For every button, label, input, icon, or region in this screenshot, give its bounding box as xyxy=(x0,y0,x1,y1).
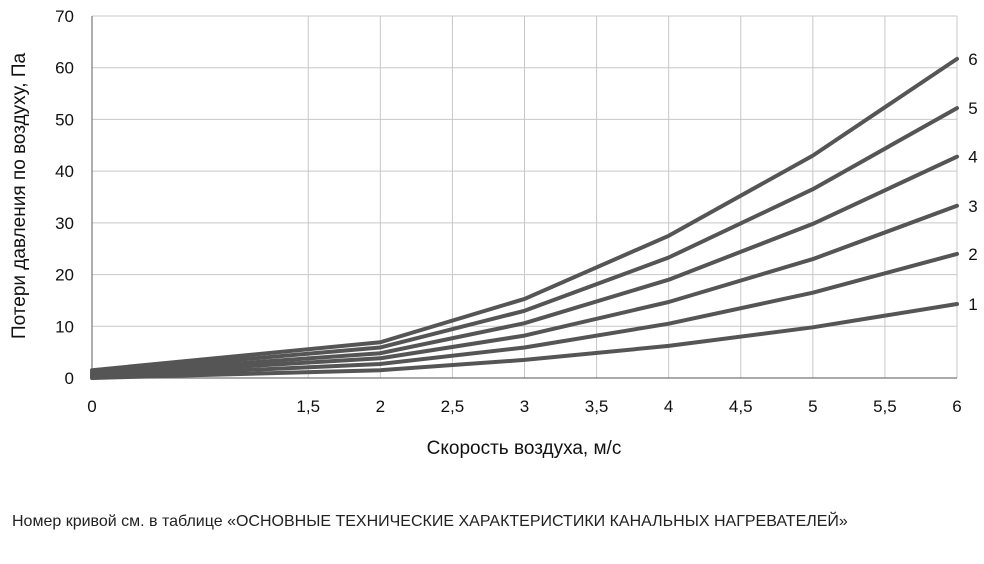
y-tick-label: 30 xyxy=(55,214,74,233)
curve-labels: 1 2 3 4 5 6 xyxy=(968,50,977,314)
series-line-4 xyxy=(90,154,959,376)
series-lines xyxy=(90,56,959,380)
series-line-6 xyxy=(90,56,959,373)
x-tick-label: 6 xyxy=(952,397,961,416)
y-axis-title: Потери давления по воздуху, Па xyxy=(9,53,30,340)
x-tick-label: 4,5 xyxy=(729,397,753,416)
y-tick-label: 60 xyxy=(55,59,74,78)
x-tick-label: 4 xyxy=(664,397,673,416)
footnote: Номер кривой см. в таблице «ОСНОВНЫЕ ТЕХ… xyxy=(12,513,848,530)
series-line-3 xyxy=(90,203,959,378)
x-tick-label: 1,5 xyxy=(296,397,320,416)
x-axis-title: Скорость воздуха, м/с xyxy=(427,438,622,459)
y-tick-label: 0 xyxy=(65,369,74,388)
series-line-1 xyxy=(90,302,959,380)
y-tick-label: 70 xyxy=(55,7,74,26)
curve-label-2: 2 xyxy=(968,245,977,264)
x-tick-label: 3,5 xyxy=(585,397,609,416)
x-tick-label: 0 xyxy=(87,397,96,416)
series-line-2 xyxy=(90,251,959,379)
x-tick-label: 2 xyxy=(376,397,385,416)
y-tick-label: 10 xyxy=(55,317,74,336)
y-tick-label: 40 xyxy=(55,162,74,181)
y-tick-label: 20 xyxy=(55,266,74,285)
curve-label-4: 4 xyxy=(968,148,977,167)
x-tick-label: 2,5 xyxy=(441,397,465,416)
y-tick-label: 50 xyxy=(55,110,74,129)
curve-label-1: 1 xyxy=(968,295,977,314)
curve-label-5: 5 xyxy=(968,99,977,118)
curve-label-3: 3 xyxy=(968,197,977,216)
x-tick-label: 5,5 xyxy=(873,397,897,416)
series-line-5 xyxy=(90,106,959,375)
x-tick-label: 3 xyxy=(520,397,529,416)
x-tick-label: 5 xyxy=(808,397,817,416)
curve-label-6: 6 xyxy=(968,50,977,69)
